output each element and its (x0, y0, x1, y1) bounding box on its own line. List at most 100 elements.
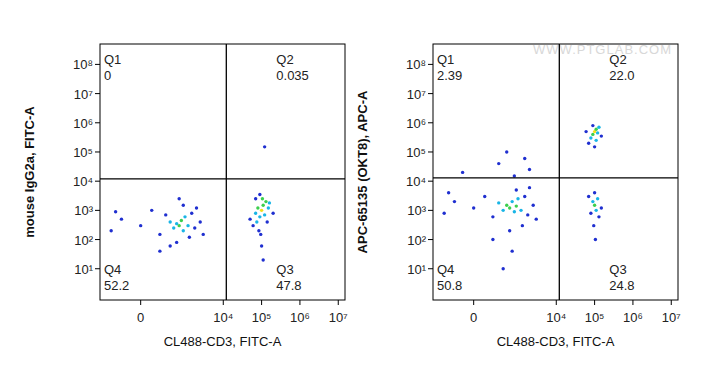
event-point (491, 238, 494, 241)
event-point (447, 191, 450, 194)
gates (433, 44, 678, 300)
event-point (523, 157, 526, 160)
event-point (523, 195, 526, 198)
quadrant-name: Q4 (104, 262, 121, 277)
y-tick-label: 10⁶ (73, 116, 93, 131)
event-point (182, 204, 185, 207)
event-point (168, 220, 171, 223)
quadrant-name: Q2 (276, 52, 293, 67)
y-tick (95, 93, 100, 94)
event-point (594, 128, 597, 131)
event-point (264, 200, 267, 203)
event-point (261, 204, 264, 207)
x-tick (338, 300, 339, 305)
event-point (164, 213, 167, 216)
event-point (255, 220, 258, 223)
x-tick-label: 0 (470, 310, 477, 325)
event-point (158, 233, 161, 236)
quadrant-name: Q3 (609, 262, 626, 277)
y-tick (428, 268, 433, 269)
event-point (513, 210, 516, 213)
event-point (501, 209, 504, 212)
y-tick-label: 10⁶ (406, 116, 426, 131)
event-point (266, 220, 269, 223)
event-point (268, 201, 271, 204)
event-point (510, 249, 513, 252)
event-point (180, 219, 183, 222)
quadrant-percent: 50.8 (437, 278, 462, 293)
event-point (261, 197, 264, 200)
y-tick (428, 122, 433, 123)
event-point (182, 229, 185, 232)
event-point (150, 209, 153, 212)
event-point (453, 200, 456, 203)
y-tick-label: 10⁵ (406, 145, 426, 160)
x-tick-label: 10⁴ (546, 310, 566, 325)
event-point (516, 197, 519, 200)
event-point (254, 197, 257, 200)
event-point (497, 162, 500, 165)
event-point (508, 229, 511, 232)
event-point (532, 204, 535, 207)
event-point (188, 236, 191, 239)
panel-1: WWW.PTGLAB.COM010⁴10⁵10⁶10⁷10¹10²10³10⁴1… (355, 42, 681, 349)
quadrant-percent: 47.8 (276, 278, 301, 293)
points (109, 145, 274, 262)
event-point (600, 134, 603, 137)
event-point (259, 233, 262, 236)
event-point (271, 211, 274, 214)
x-tick (632, 300, 633, 305)
y-tick (95, 268, 100, 269)
y-tick (428, 181, 433, 182)
event-point (596, 197, 599, 200)
event-point (594, 238, 597, 241)
event-point (505, 150, 508, 153)
y-tick-label: 10² (74, 233, 93, 248)
event-point (526, 213, 529, 216)
event-point (501, 267, 504, 270)
event-point (168, 244, 171, 247)
event-point (258, 215, 261, 218)
event-point (261, 258, 264, 261)
event-point (263, 213, 266, 216)
y-tick (428, 64, 433, 65)
event-point (591, 200, 594, 203)
event-point (593, 145, 596, 148)
event-point (515, 188, 518, 191)
quadrant-percent: 0 (104, 68, 111, 83)
y-tick (95, 122, 100, 123)
event-point (584, 130, 587, 133)
event-point (597, 126, 600, 129)
event-point (202, 233, 205, 236)
x-tick-label: 10⁴ (213, 310, 233, 325)
x-tick-label: 10⁶ (623, 310, 643, 325)
gate-vertical (226, 44, 227, 300)
y-tick-label: 10¹ (74, 262, 93, 277)
event-point (158, 249, 161, 252)
plot-frame (433, 44, 678, 300)
quadrant-name: Q1 (437, 52, 454, 67)
x-tick (671, 300, 672, 305)
event-point (497, 201, 500, 204)
x-tick (473, 300, 474, 305)
event-point (263, 145, 266, 148)
event-point (251, 224, 254, 227)
event-point (199, 220, 202, 223)
x-tick (594, 300, 595, 305)
event-point (254, 211, 257, 214)
y-tick (95, 239, 100, 240)
event-point (594, 139, 597, 142)
y-tick-label: 10⁸ (73, 57, 93, 72)
quadrant-percent: 2.39 (437, 68, 462, 83)
event-point (183, 215, 186, 218)
x-axis-title: CL488-CD3, FITC-A (497, 334, 615, 349)
event-point (109, 229, 112, 232)
event-point (195, 206, 198, 209)
event-point (177, 224, 180, 227)
event-point (114, 210, 117, 213)
plot-frame (100, 44, 345, 300)
event-point (505, 204, 508, 207)
quadrant-percent: 22.0 (609, 68, 634, 83)
event-point (587, 141, 590, 144)
event-point (260, 244, 263, 247)
